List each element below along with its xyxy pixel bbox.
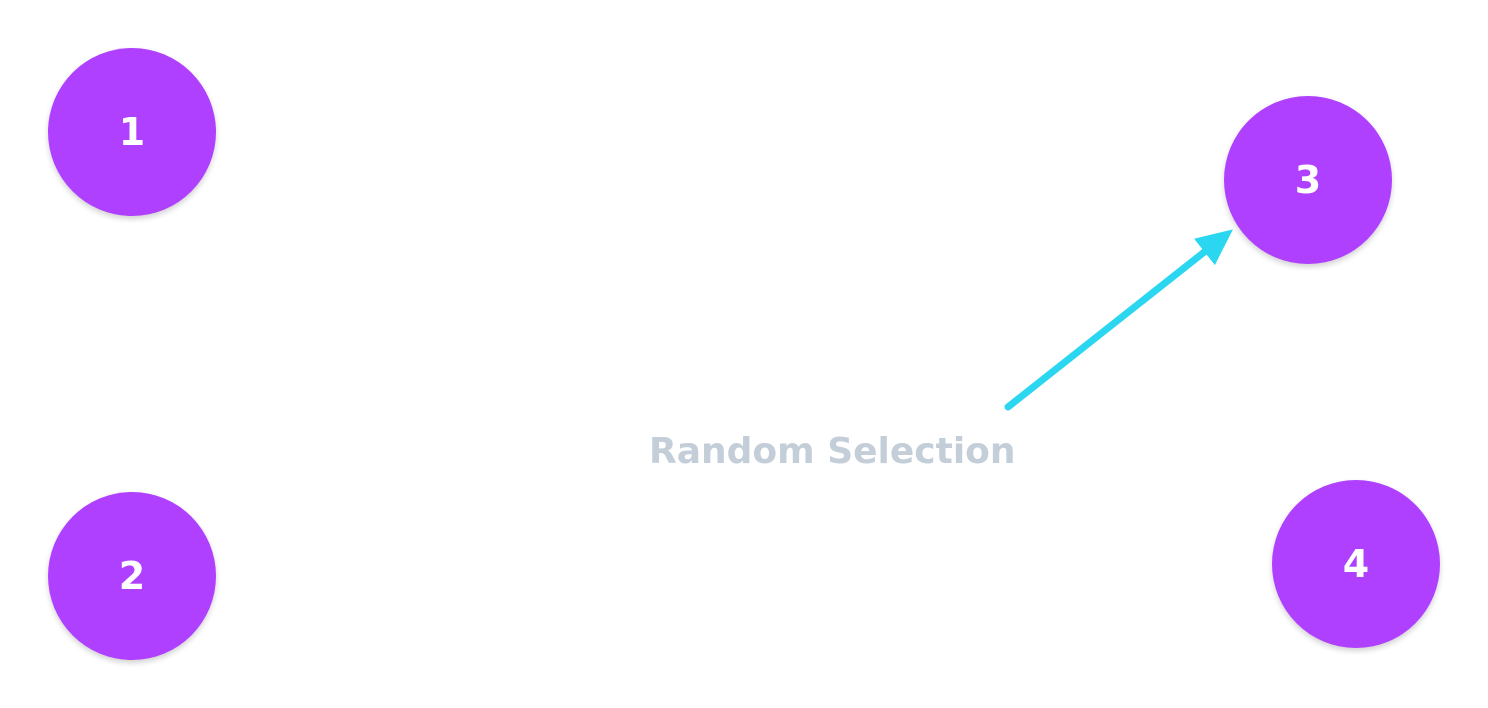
node-4-label: 4 — [1342, 542, 1370, 586]
selection-arrow — [1004, 229, 1233, 411]
node-3: 3 — [1224, 96, 1392, 264]
node-1: 1 — [48, 48, 216, 216]
node-2: 2 — [48, 492, 216, 660]
node-2-label: 2 — [118, 554, 146, 598]
node-4: 4 — [1272, 480, 1440, 648]
random-selection-caption: Random Selection — [649, 431, 1016, 472]
node-3-label: 3 — [1294, 158, 1322, 202]
node-1-label: 1 — [118, 110, 146, 154]
